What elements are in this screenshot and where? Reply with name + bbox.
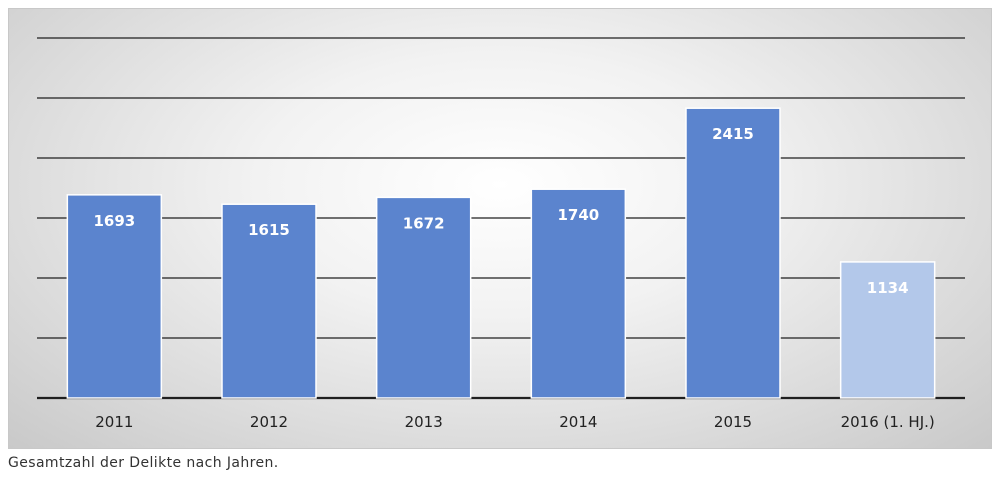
bar-2012	[221, 203, 317, 399]
bar-value-label: 1693	[93, 212, 135, 230]
bar-2016-1-hj	[839, 261, 936, 399]
x-tick-label: 2016 (1. HJ.)	[841, 413, 935, 431]
gridlines	[37, 37, 965, 400]
x-tick-label: 2012	[250, 413, 288, 431]
bar-2011	[66, 194, 163, 399]
bar-value-labels: 1693 1615 1672 1740 2415 1134	[93, 125, 908, 297]
x-tick-label: 2015	[714, 413, 752, 431]
chart-frame: 1693 1615 1672 1740 2415 1134 2011 2012 2013 201…	[8, 8, 992, 449]
bar-2013	[375, 196, 472, 399]
figure-caption: Gesamtzahl der Delikte nach Jahren.	[8, 455, 279, 471]
x-tick-labels: 2011 2012 2013 2014 2015 2016 (1. HJ.)	[95, 413, 935, 431]
bar-2014	[530, 188, 627, 399]
x-tick-label: 2014	[559, 413, 597, 431]
bars	[66, 107, 936, 399]
x-tick-label: 2011	[95, 413, 133, 431]
bar-value-label: 1672	[403, 214, 445, 232]
x-tick-label: 2013	[405, 413, 443, 431]
bar-value-label: 1134	[867, 279, 909, 297]
bar-2015	[685, 107, 781, 399]
bar-value-label: 1615	[248, 221, 290, 239]
bar-value-label: 2415	[712, 125, 754, 143]
bar-value-label: 1740	[557, 206, 599, 224]
